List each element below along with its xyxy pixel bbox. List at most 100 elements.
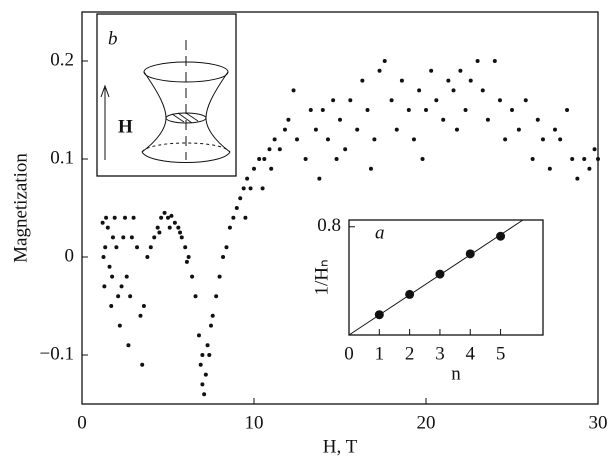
- y-axis-label: 1/Hₙ: [311, 259, 332, 295]
- x-tick-label: 5: [496, 343, 506, 364]
- data-point: [446, 78, 451, 83]
- data-point: [492, 59, 497, 63]
- x-tick-label: 0: [344, 343, 354, 364]
- data-point: [313, 127, 318, 132]
- data-point: [272, 137, 277, 142]
- data-point: [382, 59, 387, 63]
- data-point: [184, 259, 189, 264]
- data-point: [558, 137, 563, 142]
- data-point: [221, 255, 226, 259]
- data-point: [282, 127, 287, 132]
- data-point: [202, 392, 207, 397]
- data-point: [121, 235, 126, 240]
- field-label: H: [118, 116, 133, 137]
- data-point: [119, 284, 124, 289]
- data-point: [406, 108, 411, 112]
- data-point: [497, 98, 502, 103]
- data-point: [145, 255, 150, 259]
- data-point: [523, 98, 528, 103]
- data-point: [360, 78, 365, 83]
- data-point: [480, 88, 485, 93]
- x-tick-label: 2: [405, 343, 415, 364]
- data-point: [141, 304, 146, 308]
- data-point: [110, 235, 115, 240]
- data-point: [138, 313, 143, 318]
- inset-label: b: [108, 28, 118, 49]
- data-point: [434, 98, 439, 103]
- x-axis-label: H, T: [323, 436, 358, 457]
- data-point: [140, 362, 145, 367]
- data-point: [176, 225, 181, 230]
- data-point: [454, 127, 459, 132]
- data-point: [203, 372, 208, 377]
- data-point: [465, 249, 475, 259]
- data-point: [198, 362, 203, 367]
- y-tick-label: 0.2: [50, 49, 74, 70]
- data-point: [308, 108, 313, 112]
- data-point: [128, 294, 133, 299]
- data-point: [234, 206, 239, 210]
- data-point: [485, 117, 490, 122]
- data-point: [190, 274, 195, 279]
- data-point: [178, 230, 183, 235]
- data-point: [257, 157, 262, 161]
- data-point: [238, 196, 243, 201]
- data-point: [241, 186, 246, 191]
- data-point: [269, 166, 274, 171]
- data-point: [372, 137, 377, 142]
- data-point: [424, 108, 428, 112]
- data-point: [368, 166, 373, 171]
- data-point: [389, 98, 394, 103]
- data-point: [129, 235, 134, 240]
- data-point: [547, 166, 552, 171]
- data-point: [231, 215, 236, 220]
- data-point: [582, 157, 587, 161]
- inset-diagram: b H: [96, 13, 237, 177]
- hyperboloid: [141, 40, 231, 163]
- data-point: [114, 245, 119, 250]
- data-point: [260, 186, 265, 191]
- data-point: [348, 98, 353, 103]
- data-point: [420, 157, 425, 161]
- data-point: [325, 137, 330, 142]
- data-point: [196, 333, 201, 338]
- data-point: [155, 225, 160, 230]
- data-point: [200, 382, 205, 387]
- data-point: [338, 117, 342, 122]
- data-point: [587, 166, 592, 171]
- data-point: [157, 230, 162, 235]
- data-point: [303, 157, 308, 161]
- data-point: [417, 88, 422, 93]
- data-point: [207, 353, 212, 357]
- data-point: [105, 225, 110, 230]
- data-point: [596, 157, 600, 161]
- data-point: [405, 289, 415, 299]
- data-point: [116, 294, 121, 299]
- data-point: [458, 68, 463, 73]
- data-point: [295, 137, 299, 142]
- data-point: [245, 176, 250, 181]
- data-point: [496, 231, 506, 241]
- data-point: [148, 245, 153, 250]
- data-point: [355, 127, 360, 132]
- x-tick-label: 4: [466, 343, 476, 364]
- data-point: [334, 157, 339, 161]
- data-point: [109, 304, 114, 308]
- data-point: [365, 108, 370, 112]
- data-point: [535, 117, 540, 122]
- data-point: [200, 353, 205, 357]
- data-point: [503, 137, 508, 142]
- data-point: [217, 274, 222, 279]
- x-tick-label: 30: [589, 412, 608, 433]
- data-point: [343, 147, 348, 152]
- data-point: [112, 215, 117, 220]
- data-point: [167, 225, 172, 230]
- data-point: [126, 343, 131, 348]
- data-point: [317, 176, 322, 181]
- data-point: [186, 255, 191, 259]
- data-point: [435, 269, 445, 279]
- data-point: [183, 245, 188, 250]
- data-point: [209, 323, 213, 328]
- data-point: [135, 245, 140, 250]
